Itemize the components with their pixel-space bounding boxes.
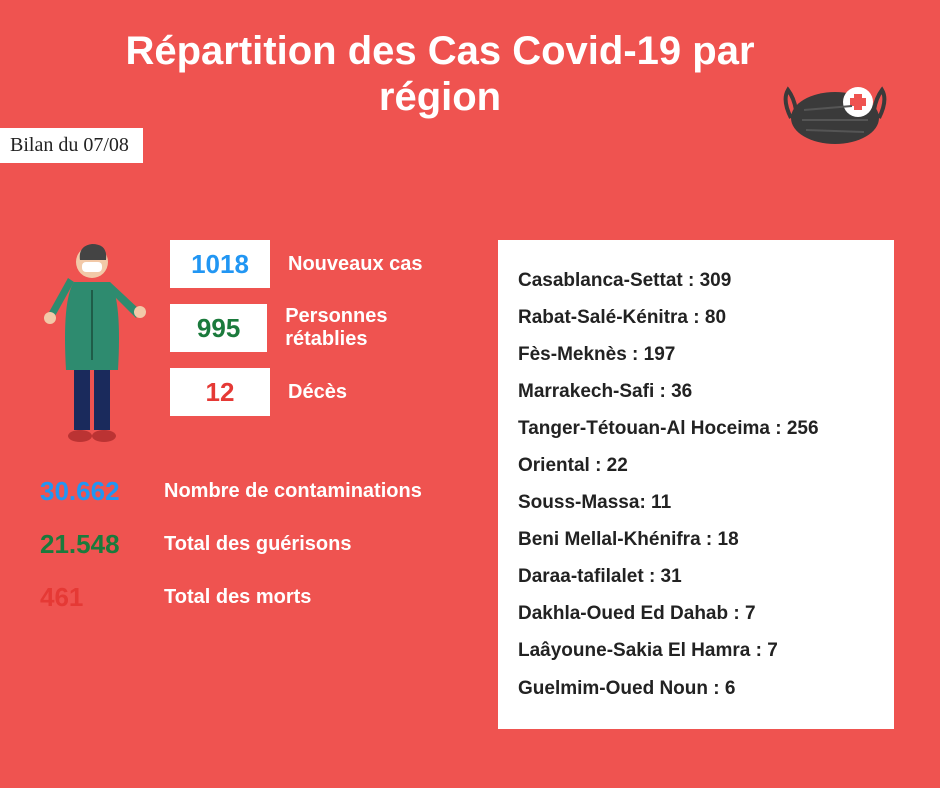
mask-icon [780, 80, 890, 155]
daily-stats: 1018 Nouveaux cas 995 Personnes rétablie… [170, 240, 470, 416]
stat-row: 12 Décès [170, 368, 470, 416]
date-badge: Bilan du 07/08 [0, 128, 143, 163]
stat-label: Décès [288, 381, 347, 404]
region-line: Casablanca-Settat : 309 [518, 262, 874, 299]
total-value-recoveries: 21.548 [40, 529, 150, 560]
stat-row: 1018 Nouveaux cas [170, 240, 470, 288]
total-row: 21.548 Total des guérisons [40, 529, 470, 560]
region-line: Laâyoune-Sakia El Hamra : 7 [518, 632, 874, 669]
total-row: 461 Total des morts [40, 582, 470, 613]
stat-label: Nouveaux cas [288, 253, 423, 276]
region-line: Fès-Meknès : 197 [518, 336, 874, 373]
region-line: Guelmim-Oued Noun : 6 [518, 670, 874, 707]
stat-row: 995 Personnes rétablies [170, 304, 470, 352]
region-line: Daraa-tafilalet : 31 [518, 558, 874, 595]
region-panel: Casablanca-Settat : 309Rabat-Salé-Kénitr… [498, 240, 894, 729]
stat-value-deaths: 12 [170, 368, 270, 416]
total-label: Total des guérisons [164, 533, 351, 556]
total-label: Nombre de contaminations [164, 480, 422, 503]
left-column: 1018 Nouveaux cas 995 Personnes rétablie… [40, 240, 470, 635]
region-line: Oriental : 22 [518, 447, 874, 484]
region-line: Beni Mellal-Khénifra : 18 [518, 521, 874, 558]
region-line: Tanger-Tétouan-Al Hoceima : 256 [518, 410, 874, 447]
region-line: Souss-Massa: 11 [518, 484, 874, 521]
region-line: Rabat-Salé-Kénitra : 80 [518, 299, 874, 336]
total-row: 30.662 Nombre de contaminations [40, 476, 470, 507]
stat-value-new-cases: 1018 [170, 240, 270, 288]
total-value-contaminations: 30.662 [40, 476, 150, 507]
region-line: Marrakech-Safi : 36 [518, 373, 874, 410]
totals: 30.662 Nombre de contaminations 21.548 T… [40, 476, 470, 613]
total-value-deaths: 461 [40, 582, 150, 613]
total-label: Total des morts [164, 586, 311, 609]
stat-value-recovered: 995 [170, 304, 267, 352]
page-title: Répartition des Cas Covid-19 par région [60, 0, 820, 120]
region-line: Dakhla-Oued Ed Dahab : 7 [518, 595, 874, 632]
stat-label: Personnes rétablies [285, 305, 470, 351]
